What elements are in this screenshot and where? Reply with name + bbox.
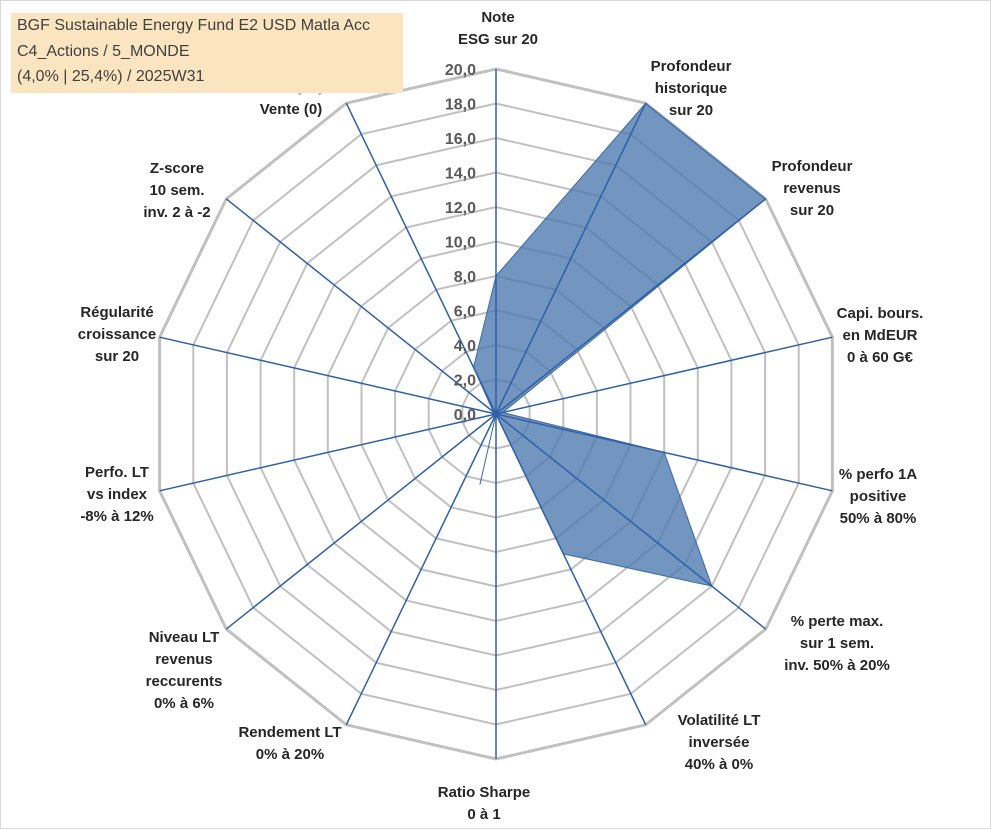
spoke-3 (495, 336, 833, 415)
tick-label: 14,0 (445, 166, 476, 183)
axis-label-9: Niveau LT revenus reccurents 0% à 6% (146, 629, 223, 712)
axis-label-line: Capi. bours. (837, 305, 924, 322)
spoke-1 (495, 102, 647, 415)
axis-label-line: inversée (689, 734, 750, 751)
axis-label-line: Perfo. LT (85, 464, 149, 481)
axis-label-line: Régularité (80, 304, 153, 321)
tick-label: 20,0 (445, 62, 476, 79)
axis-label-line: Rendement LT (238, 724, 341, 741)
axis-label-line: Note (481, 9, 514, 26)
spoke-layer (159, 69, 833, 759)
axis-label-line: 0% à 20% (256, 746, 324, 763)
axis-label-6: Volatilité LT inversée 40% à 0% (678, 712, 761, 773)
axis-label-5: % perte max. sur 1 sem. inv. 50% à 20% (784, 613, 890, 674)
spoke-13 (345, 102, 497, 415)
tick-label: 6,0 (454, 304, 476, 321)
tick-label: 2,0 (454, 373, 476, 390)
tick-label: 18,0 (445, 97, 476, 114)
tick-label: 16,0 (445, 131, 476, 148)
axis-label-line: vs index (87, 486, 148, 503)
title-line-2: C4_Actions / 5_MONDE (17, 43, 190, 60)
spoke-12 (225, 198, 497, 415)
axis-label-line: Vente (0) (260, 101, 323, 118)
axis-label-line: Volatilité LT (678, 712, 761, 729)
tick-label: 4,0 (454, 338, 476, 355)
spoke-5 (495, 413, 767, 630)
spoke-10 (159, 413, 497, 492)
axis-label-line: Z-score (150, 160, 204, 177)
axis-label-3: Capi. bours. en MdEUR 0 à 60 G€ (837, 305, 924, 366)
axis-label-line: 10 sem. (149, 182, 204, 199)
axis-label-line: 0% à 6% (154, 695, 214, 712)
axis-label-line: inv. 50% à 20% (784, 657, 890, 674)
axis-label-10: Perfo. LT vs index -8% à 12% (80, 464, 153, 525)
axis-label-line: positive (850, 488, 907, 505)
axis-label-line: ESG sur 20 (458, 31, 538, 48)
axis-label-line: croissance (78, 326, 156, 343)
axis-label-line: % perte max. (791, 613, 884, 630)
axis-label-line: Niveau LT (149, 629, 220, 646)
spoke-9 (225, 413, 497, 630)
axis-label-line: Profondeur (772, 158, 853, 175)
axis-label-line: sur 20 (669, 102, 713, 119)
axis-label-line: 50% à 80% (840, 510, 917, 527)
axis-label-line: sur 20 (95, 348, 139, 365)
spoke-4 (495, 413, 833, 492)
axis-label-line: revenus (783, 180, 841, 197)
spoke-2 (495, 198, 767, 415)
axis-label-line: sur 1 sem. (800, 635, 874, 652)
title-box: BGF Sustainable Energy Fund E2 USD Matla… (11, 13, 403, 93)
tick-label: 8,0 (454, 269, 476, 286)
axis-label-line: reccurents (146, 673, 223, 690)
axis-label-2: Profondeur revenus sur 20 (772, 158, 853, 219)
axis-label-4: % perfo 1A positive 50% à 80% (839, 466, 918, 527)
axis-label-line: en MdEUR (843, 327, 918, 344)
spoke-6 (495, 413, 647, 726)
axis-label-8: Rendement LT 0% à 20% (238, 724, 341, 763)
axis-label-line: Ratio Sharpe (438, 784, 531, 801)
spoke-8 (345, 413, 497, 726)
axis-label-1: Profondeur historique sur 20 (651, 58, 732, 119)
axis-label-line: 40% à 0% (685, 756, 753, 773)
axis-label-line: revenus (155, 651, 213, 668)
axis-label-line: 0 à 1 (467, 806, 500, 823)
axis-label-line: -8% à 12% (80, 508, 153, 525)
axis-label-line: historique (655, 80, 728, 97)
spoke-11 (159, 336, 497, 415)
tick-label: 12,0 (445, 200, 476, 217)
axis-label-line: sur 20 (790, 202, 834, 219)
axis-label-12: Z-score 10 sem. inv. 2 à -2 (143, 160, 210, 221)
axis-label-line: Profondeur (651, 58, 732, 75)
tick-label-layer: 0,0 2,0 4,0 6,0 8,0 10,0 12,0 14,0 16,0 18,0 20,0 (445, 62, 476, 424)
axis-label-line: 0 à 60 G€ (847, 349, 914, 366)
axis-label-line: inv. 2 à -2 (143, 204, 210, 221)
tick-label: 10,0 (445, 235, 476, 252)
axis-label-11: Régularité croissance sur 20 (78, 304, 156, 365)
title-line-3: (4,0% | 25,4%) / 2025W31 (17, 68, 205, 85)
axis-label-7: Ratio Sharpe 0 à 1 (438, 784, 531, 823)
axis-label-line: % perfo 1A (839, 466, 918, 483)
axis-label-layer: Note ESG sur 20 Profondeur historique sur 20… (78, 9, 924, 823)
title-line-1: BGF Sustainable Energy Fund E2 USD Matla… (17, 17, 371, 34)
tick-label: 0,0 (454, 407, 476, 424)
axis-label-0: Note ESG sur 20 (458, 9, 538, 48)
